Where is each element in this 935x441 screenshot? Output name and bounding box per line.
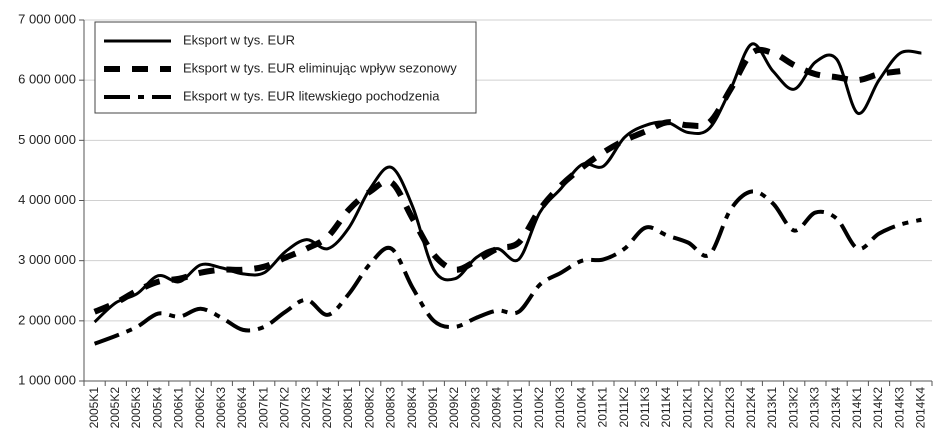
x-tick-label: 2008K1 — [341, 387, 355, 429]
legend-label: Eksport w tys. EUR litewskiego pochodzen… — [183, 88, 440, 103]
x-tick-label: 2013K2 — [786, 387, 800, 429]
x-tick-label: 2014K3 — [892, 387, 906, 429]
y-tick-label: 4 000 000 — [18, 192, 76, 207]
x-tick-label: 2013K3 — [808, 387, 822, 429]
x-tick-label: 2010K3 — [553, 387, 567, 429]
x-tick-label: 2013K4 — [829, 387, 843, 429]
x-tick-label: 2009K1 — [426, 387, 440, 429]
x-tick-label: 2014K2 — [871, 387, 885, 429]
x-tick-label: 2007K1 — [256, 387, 270, 429]
x-tick-label: 2011K1 — [596, 387, 610, 428]
x-tick-label: 2009K4 — [490, 387, 504, 429]
x-tick-label: 2007K3 — [299, 387, 313, 429]
legend-label: Eksport w tys. EUR — [183, 32, 295, 47]
x-tick-label: 2006K2 — [193, 387, 207, 429]
x-tick-label: 2005K2 — [108, 387, 122, 429]
legend: Eksport w tys. EUR Eksport w tys. EUR eli… — [94, 21, 477, 114]
x-tick-label: 2012K2 — [702, 387, 716, 429]
y-tick-label: 7 000 000 — [18, 11, 76, 26]
series-line — [93, 189, 922, 346]
x-tick-label: 2009K2 — [447, 387, 461, 429]
x-tick-label: 2013K1 — [765, 387, 779, 429]
y-tick-label: 3 000 000 — [18, 252, 76, 267]
x-tick-label: 2008K2 — [362, 387, 376, 429]
x-tick-label: 2010K1 — [511, 387, 525, 429]
y-tick-label: 1 000 000 — [18, 372, 76, 387]
x-tick-label: 2012K4 — [744, 387, 758, 429]
x-tick-label: 2006K4 — [235, 387, 249, 429]
x-tick-label: 2008K3 — [384, 387, 398, 429]
x-tick-label: 2006K3 — [214, 387, 228, 429]
x-tick-label: 2011K2 — [617, 387, 631, 428]
x-tick-label: 2005K4 — [150, 387, 164, 429]
x-tick-label: 2012K3 — [723, 387, 737, 429]
y-tick-label: 6 000 000 — [18, 72, 76, 87]
x-tick-label: 2007K4 — [320, 387, 334, 429]
x-tick-label: 2005K1 — [87, 387, 101, 429]
x-tick-label: 2012K1 — [680, 387, 694, 429]
x-tick-label: 2011K3 — [638, 387, 652, 428]
x-tick-label: 2014K4 — [914, 387, 928, 429]
y-tick-label: 5 000 000 — [18, 132, 76, 147]
x-tick-label: 2011K4 — [659, 387, 673, 428]
x-tick-label: 2010K2 — [532, 387, 546, 429]
x-tick-label: 2009K3 — [468, 387, 482, 429]
legend-label: Eksport w tys. EUR eliminując wpływ sezo… — [183, 60, 457, 75]
x-tick-label: 2007K2 — [278, 387, 292, 429]
series-line — [93, 46, 901, 315]
x-tick-label: 2010K4 — [574, 387, 588, 429]
y-tick-label: 2 000 000 — [18, 312, 76, 327]
x-tick-label: 2006K1 — [172, 387, 186, 429]
x-tick-label: 2005K3 — [129, 387, 143, 429]
x-tick-label: 2008K4 — [405, 387, 419, 429]
x-tick-label: 2014K1 — [850, 387, 864, 429]
